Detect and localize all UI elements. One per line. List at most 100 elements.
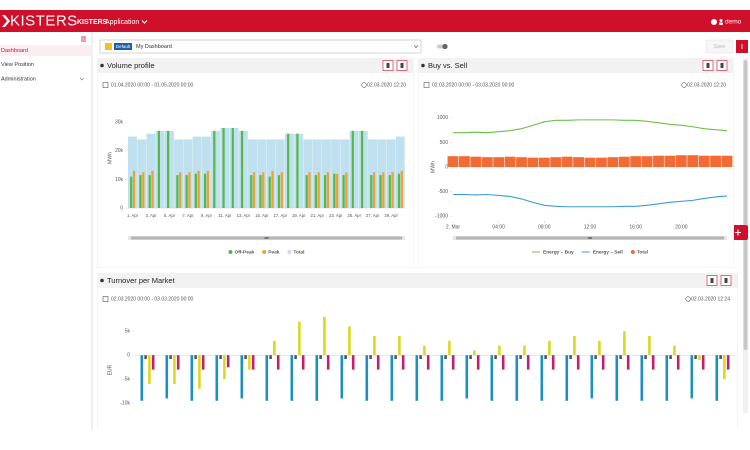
hamburger[interactable] <box>81 36 86 42</box>
nav-item[interactable]: Dashboard <box>1 48 28 54</box>
badge-icon <box>105 43 112 50</box>
bar <box>248 355 251 370</box>
total-bar <box>284 133 294 208</box>
bar <box>576 355 580 370</box>
bar <box>723 355 726 380</box>
total-bar <box>238 130 248 208</box>
x-tick-label: 27. Apr <box>366 213 380 218</box>
select-chevron <box>413 45 419 48</box>
x-tick-label: 15. Apr <box>255 213 269 218</box>
total-bar <box>395 136 405 208</box>
bar <box>698 155 710 167</box>
legend-item[interactable]: Energy – Buy <box>532 249 574 255</box>
total-bar <box>294 133 304 208</box>
widget-title: Buy vs. Sell <box>428 61 468 70</box>
bar <box>140 355 144 401</box>
bar <box>550 157 562 167</box>
bar <box>251 355 255 370</box>
total-bar <box>266 139 276 208</box>
bar <box>277 175 281 208</box>
bar <box>721 155 733 167</box>
x-tick-label: 13. Apr <box>237 213 251 218</box>
timestamp: 02.03.2020 12:20 <box>687 82 726 88</box>
bar <box>351 355 355 370</box>
bar <box>493 157 505 167</box>
bar <box>197 170 200 208</box>
app-name[interactable]: Application <box>105 19 139 26</box>
x-tick-label: 3. Apr <box>145 213 157 218</box>
bar <box>595 157 607 167</box>
legend-item[interactable]: Off-Peak <box>228 249 255 255</box>
calendar-icon <box>102 82 109 88</box>
save-button[interactable] <box>705 39 734 54</box>
x-tick-label: 19. Apr <box>292 213 306 218</box>
bar <box>219 355 222 360</box>
bar <box>198 355 201 389</box>
timestamp: 02.03.2020 12:24 <box>691 296 730 302</box>
x-tick-label: 2. Mar <box>446 224 461 230</box>
bar <box>294 355 297 360</box>
bar <box>203 173 207 208</box>
bar <box>669 355 672 360</box>
bar <box>179 172 182 208</box>
bar <box>626 355 630 370</box>
widget-frame <box>97 273 738 428</box>
bar <box>308 172 311 208</box>
bar <box>573 336 576 356</box>
button-glyph <box>710 278 714 283</box>
button-glyph <box>400 63 404 68</box>
bar <box>451 355 455 370</box>
dashboard-select[interactable] <box>99 39 422 54</box>
legend-item[interactable]: Energy – Sell <box>581 249 623 255</box>
bar <box>664 155 676 167</box>
bar <box>504 156 516 167</box>
bar <box>394 355 397 360</box>
legend-item[interactable]: Total <box>630 249 648 255</box>
date-range: 01.04.2020 00:00 - 01.05.2020 00:00 <box>111 82 194 88</box>
bar <box>194 173 197 208</box>
help-icon[interactable] <box>711 19 717 25</box>
widget: Volume profile 01.04.2020 00:00 - 01.05.2… <box>97 58 414 268</box>
bar <box>206 170 209 208</box>
bar <box>222 128 225 208</box>
clock-icon <box>361 82 367 88</box>
scrollbar-thumb[interactable] <box>743 60 748 350</box>
nav-item[interactable]: Administration <box>1 76 36 82</box>
bar <box>139 175 142 208</box>
logo-mark <box>2 15 10 27</box>
bar <box>598 340 601 356</box>
bar <box>690 355 694 399</box>
bar <box>648 336 651 356</box>
x-tick-label: 16:00 <box>629 224 642 230</box>
top-bar <box>0 10 750 32</box>
legend-item[interactable]: Total <box>287 249 305 255</box>
bar <box>551 355 555 370</box>
total-bar <box>155 130 165 208</box>
save-label[interactable]: Save <box>714 44 726 50</box>
bar <box>665 355 669 401</box>
bar <box>213 130 216 208</box>
user-icon[interactable] <box>719 19 723 22</box>
total-bar <box>349 130 359 208</box>
app-brand[interactable]: KISTERS <box>77 19 108 26</box>
calendar-icon <box>102 296 109 302</box>
date-range: 02.03.2020 00:00 - 03.03.2020 00:00 <box>111 296 194 302</box>
y-tick-label: 30k <box>115 120 124 126</box>
bar <box>296 133 299 208</box>
bar <box>342 175 345 208</box>
legend-item[interactable]: Peak <box>262 249 280 255</box>
line <box>453 193 728 208</box>
button-glyph <box>706 63 710 68</box>
bar <box>226 355 230 368</box>
user-name[interactable]: demo <box>725 19 742 26</box>
nav-chevron[interactable] <box>79 77 85 81</box>
nav-item[interactable]: View Position <box>1 62 34 68</box>
y-tick-label: -5k <box>123 377 130 383</box>
bar <box>675 155 687 167</box>
app-chevron[interactable] <box>141 20 148 24</box>
bar <box>148 355 151 384</box>
bar <box>590 355 594 399</box>
bar <box>444 355 447 360</box>
bar <box>365 355 369 401</box>
